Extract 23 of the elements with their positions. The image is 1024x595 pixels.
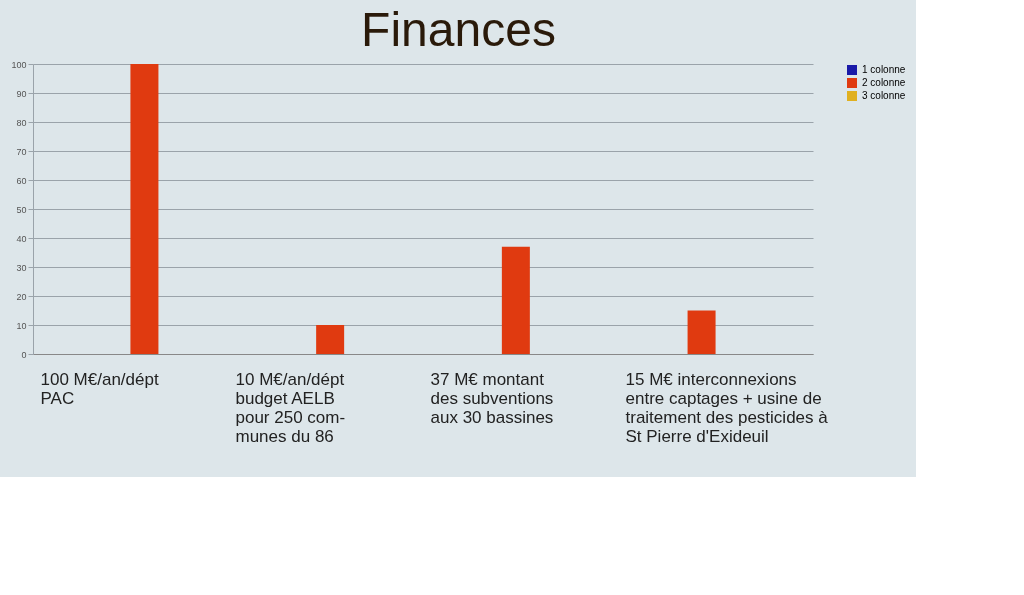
y-tick-label: 0 [21, 349, 27, 360]
y-tick-label: 10 [16, 320, 27, 331]
y-tick-label: 70 [16, 146, 27, 157]
bar [130, 64, 159, 354]
text: 10 M€/an/dépt budget AELB pour 250 com- munes du 86 [235, 370, 346, 446]
y-tick-label: 90 [16, 88, 27, 99]
text: 37 M€ montant des subventions aux 30 bassines [430, 370, 554, 427]
y-tick-label: 40 [16, 233, 27, 244]
y-tick-label: 100 [11, 59, 27, 70]
y-tick-label: 50 [16, 204, 27, 215]
text: 100 M€/an/dépt PAC [40, 370, 159, 408]
bar [501, 246, 530, 354]
chart-title: Finances [361, 3, 556, 56]
legend-label: 1 colonne [862, 64, 906, 75]
legend-label: 2 colonne [862, 77, 906, 88]
legend-label: 3 colonne [862, 90, 906, 101]
bar [316, 325, 345, 354]
y-tick-label: 80 [16, 117, 27, 128]
y-tick-label: 20 [16, 291, 27, 302]
text: 15 M€ interconnexions entre captages + usine de traitement des pesticides à St Pierre d'Exideuil [625, 370, 829, 446]
y-tick-label: 60 [16, 175, 27, 186]
y-tick-label: 30 [16, 262, 27, 273]
bar [687, 310, 716, 354]
